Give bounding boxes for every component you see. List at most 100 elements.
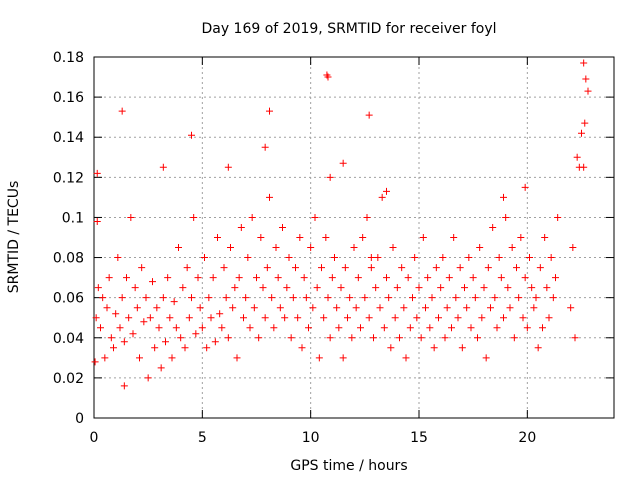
data-point [502,213,510,221]
data-point [300,274,308,282]
data-point [478,314,486,322]
data-point [445,274,453,282]
x-tick-label: 5 [198,430,207,446]
data-point [266,193,273,201]
data-point [272,244,280,252]
x-tick-label: 20 [518,430,536,446]
data-point [439,254,447,262]
data-point [198,324,206,332]
data-point [352,304,360,312]
data-point [370,334,377,342]
data-point [103,304,111,312]
data-point [125,314,133,322]
data-point [493,324,501,332]
y-tick-label: 0.02 [53,371,84,387]
data-point [437,284,445,292]
data-point [177,334,185,342]
data-point [398,264,406,272]
data-point [94,284,102,292]
data-point [469,274,477,282]
data-point [207,314,215,322]
data-point [240,314,247,322]
data-point [118,107,126,115]
data-point [166,314,174,322]
data-point [497,274,505,282]
data-point [146,314,154,322]
data-point [519,314,527,322]
data-point [281,314,289,322]
data-point [389,244,397,252]
data-point [536,264,544,272]
data-point [441,334,449,342]
data-point [337,284,345,292]
data-point [229,304,237,312]
data-point [409,294,416,302]
data-point [97,324,104,332]
data-point [138,264,146,272]
data-point [413,314,421,322]
data-point [385,294,393,302]
data-point [404,274,412,282]
data-point [504,284,512,292]
data-point [112,310,120,318]
data-point [159,294,167,302]
data-point [508,244,516,252]
data-point [363,213,371,221]
data-point [417,334,425,342]
data-point [584,87,592,95]
data-point [521,183,529,191]
data-point [480,284,488,292]
data-point [532,294,540,302]
data-point [257,234,265,241]
data-point [99,294,107,302]
data-point [142,294,150,302]
data-point [324,294,332,302]
data-point [489,223,497,231]
data-point [534,344,542,352]
data-point [326,334,334,342]
data-point [376,304,384,312]
data-point [149,278,156,286]
data-point [311,213,319,221]
data-point [350,244,358,252]
data-point [396,334,403,342]
data-point [359,234,367,241]
data-point [274,274,282,282]
data-point [185,314,193,322]
data-point [484,264,492,272]
data-point [495,254,503,262]
data-point [383,187,390,195]
data-point [302,294,310,302]
data-point [131,284,139,292]
data-point [554,213,562,221]
data-point [482,354,490,362]
y-axis-label: SRMTID / TECUs [6,181,22,294]
data-point [365,314,373,322]
data-point [276,304,284,312]
data-point [261,314,269,322]
data-point [151,344,159,352]
data-point [331,254,338,262]
data-point [224,334,232,342]
data-point [491,294,499,302]
data-point [463,304,471,312]
data-point [428,294,436,302]
data-point [298,344,306,352]
data-marks [91,59,592,390]
data-point [374,254,382,262]
data-point [279,223,286,231]
data-point [476,244,484,252]
grid-lines [94,57,614,418]
data-point [203,344,211,352]
data-point [307,244,315,252]
data-point [461,284,468,292]
data-point [268,294,276,302]
data-point [346,294,354,302]
data-point [426,324,434,332]
data-point [248,213,256,221]
data-point [140,318,148,326]
data-point [153,304,161,312]
data-point [435,314,442,322]
data-point [242,294,250,302]
